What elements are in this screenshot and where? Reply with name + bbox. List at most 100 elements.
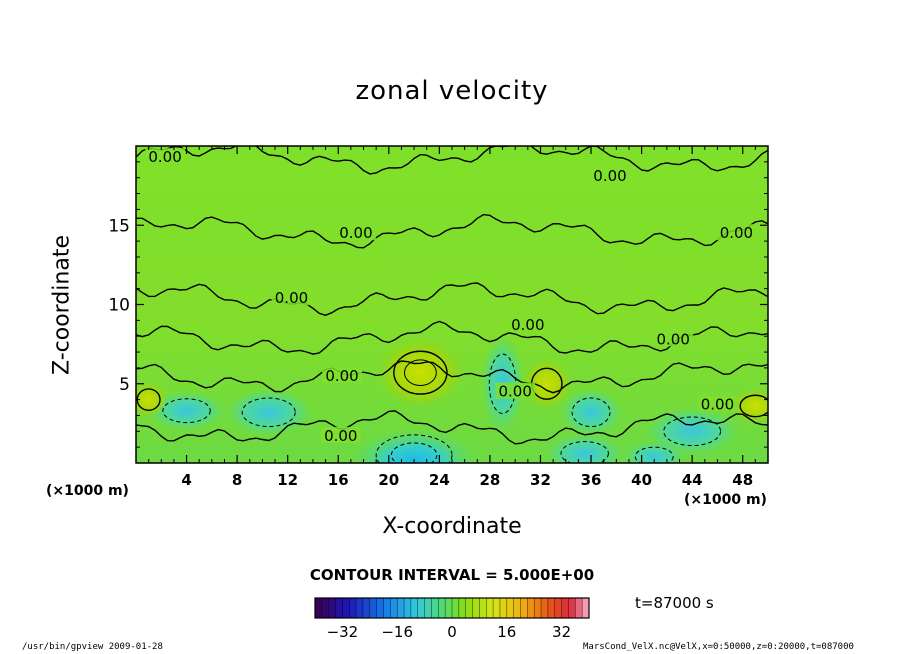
colorbar-bin-6 (356, 598, 364, 618)
colorbar-bin-17 (431, 598, 439, 618)
colorbar-bin-7 (362, 598, 371, 618)
colorbar-bin-25 (486, 598, 494, 618)
contour-feature-0 (393, 350, 448, 395)
contour-label-bg-5 (507, 316, 548, 333)
xtick-label-10: 44 (682, 471, 703, 489)
xtick-label-4: 20 (378, 471, 399, 489)
colorbar-bin-37 (568, 598, 576, 618)
colorbar-bin-8 (369, 598, 377, 618)
xtick-label-5: 24 (429, 471, 450, 489)
contour-label-bg-3 (716, 224, 757, 241)
colorbar-bin-26 (493, 598, 501, 618)
colorbar-tick-label-1: −16 (381, 623, 413, 641)
zero-contour-4 (136, 360, 768, 394)
colorbar-bin-31 (527, 598, 535, 618)
colorbar-bin-36 (561, 598, 569, 618)
colorbar-bin-16 (424, 598, 432, 618)
colorbar-bin-10 (383, 598, 391, 618)
xtick-label-1: 8 (232, 471, 242, 489)
colorbar-bin-20 (452, 598, 460, 618)
colorbar-bin-28 (506, 598, 514, 618)
field-feature-2 (350, 421, 478, 463)
footer-right: MarsCond_VelX.nc@VelX,x=0:50000,z=0:2000… (583, 642, 854, 652)
x-unit-left: (×1000 m) (46, 483, 129, 499)
y-axis-label: Z-coordinate (49, 235, 75, 375)
field-feature-9 (136, 381, 168, 418)
ytick-label-1: 10 (108, 296, 130, 316)
colorbar-bin-38 (575, 598, 583, 618)
contour-label-8: 0.00 (498, 383, 531, 401)
xtick-label-6: 28 (479, 471, 500, 489)
zero-contour-5 (136, 410, 768, 445)
xtick-label-7: 32 (530, 471, 551, 489)
colorbar-bin-4 (342, 598, 350, 618)
zero-contour-3 (136, 320, 768, 355)
colorbar-bin-14 (410, 598, 419, 618)
contour-label-5: 0.00 (511, 316, 544, 334)
contour-feature-5 (162, 398, 211, 424)
colorbar-bin-30 (520, 598, 528, 618)
field-feature-4 (224, 388, 313, 437)
colorbar-bin-9 (376, 598, 384, 618)
x-axis-label: X-coordinate (382, 514, 522, 539)
colorbar-bin-21 (458, 598, 466, 618)
colorbar-bin-12 (397, 598, 405, 618)
xtick-label-0: 4 (181, 471, 191, 489)
colorbar-bin-11 (390, 598, 398, 618)
contour-label-2: 0.00 (339, 224, 372, 242)
contour-label-7: 0.00 (325, 367, 358, 385)
colorbar-bin-34 (547, 598, 556, 618)
colorbar-tick-label-0: −32 (327, 623, 359, 641)
contour-label-1: 0.00 (593, 167, 626, 185)
contour-feature-7 (663, 416, 722, 447)
colorbar-tick-label-4: 32 (552, 623, 571, 641)
colorbar-bin-15 (417, 598, 425, 618)
contour-label-6: 0.00 (656, 330, 689, 348)
colorbar-bin-29 (513, 598, 521, 618)
xtick-label-9: 40 (631, 471, 652, 489)
contour-inner-0 (403, 359, 437, 386)
colorbar-bin-18 (438, 598, 446, 618)
colorbar-bin-32 (534, 598, 542, 618)
contour-label-bg-10 (320, 427, 361, 444)
colorbar-tick-label-3: 16 (497, 623, 516, 641)
colorbar-bin-19 (445, 598, 453, 618)
time-label: t=87000 s (635, 594, 714, 612)
field-feature-0 (376, 336, 465, 409)
contour-label-bg-2 (335, 224, 376, 241)
xtick-label-11: 48 (732, 471, 753, 489)
contour-label-4: 0.00 (275, 289, 308, 307)
contour-label-10: 0.00 (324, 427, 357, 445)
chart-title: zonal velocity (355, 76, 549, 106)
field-feature-10 (545, 433, 625, 463)
contour-feature-10 (560, 441, 609, 463)
colorbar-bin-22 (465, 598, 473, 618)
x-unit-right: (×1000 m) (684, 492, 767, 508)
contour-feature-2 (375, 434, 453, 463)
colorbar-bin-24 (479, 598, 487, 618)
contour-label-bg-4 (271, 289, 312, 306)
contour-label-bg-7 (322, 366, 363, 383)
contour-inner-2 (390, 442, 438, 463)
colorbar-frame (314, 597, 590, 619)
contour-label-bg-8 (495, 382, 536, 399)
colorbar-bin-33 (541, 598, 549, 618)
contour-label-9: 0.00 (701, 395, 734, 413)
colorbar-tick-label-2: 0 (447, 623, 457, 641)
colorbar-bin-23 (472, 598, 480, 618)
footer-left: /usr/bin/gpview 2009-01-28 (22, 642, 163, 652)
contour-label-bg-0 (145, 148, 186, 165)
field-feature-8 (730, 388, 768, 424)
colorbar-bin-27 (499, 598, 508, 618)
contour-label-3: 0.00 (720, 224, 753, 242)
contour-feature-4 (241, 397, 296, 428)
contour-label-0: 0.00 (148, 148, 181, 166)
zero-contour-0 (136, 146, 768, 175)
colorbar-bin-3 (335, 598, 343, 618)
zero-contour-2 (136, 282, 768, 316)
xtick-label-3: 16 (328, 471, 349, 489)
colorbar-bin-1 (321, 598, 329, 618)
field-band-top (136, 153, 768, 194)
colorbar-bin-2 (328, 598, 336, 618)
